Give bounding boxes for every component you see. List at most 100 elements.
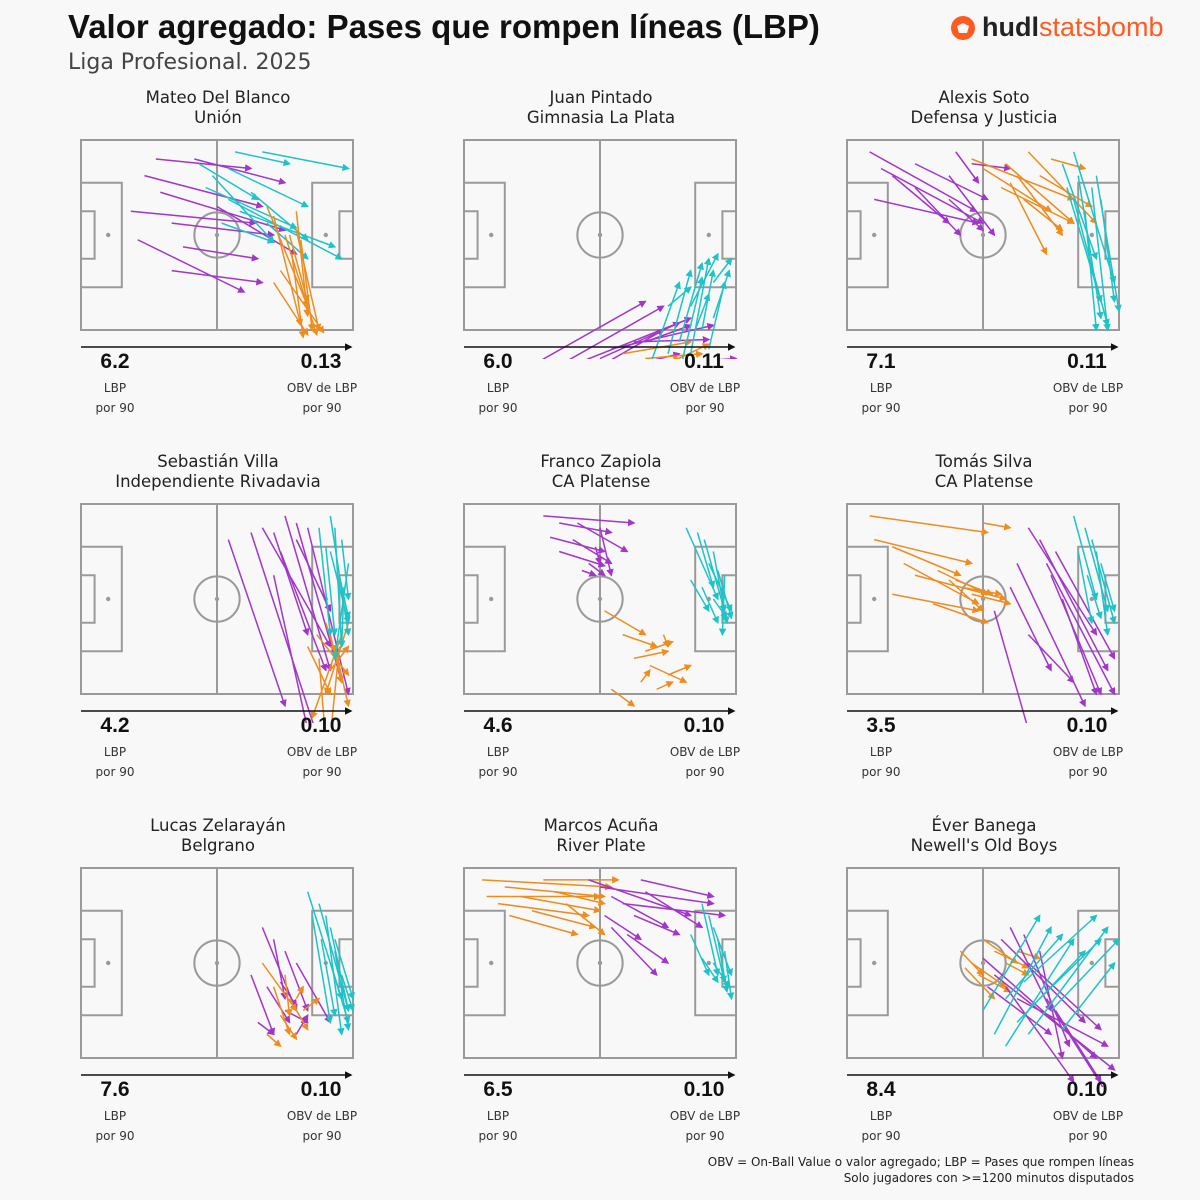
obv-label: OBV de LBP por 90 [650,1106,760,1146]
player-name: Lucas Zelarayán [150,816,286,835]
pass-arrow [1009,927,1052,1012]
pass-map-chart [846,139,1122,351]
passes [869,515,1117,723]
pitch [80,503,354,695]
player-name: Mateo Del Blanco [145,88,291,107]
lbp-label: LBP por 90 [60,742,170,782]
pass-arrow [667,286,692,307]
brand-logo: hudl statsbomb [948,10,1164,44]
lbp-label-line-1: LBP [103,745,127,759]
pass-arrow [1054,1010,1102,1084]
pass-arrow [971,593,1012,606]
pass-map-chart [463,503,737,715]
pass-arrow [1045,563,1116,696]
statsbomb-logo-icon [951,16,975,40]
obv-lbp-per90-value: 0.10 [683,1078,725,1101]
pass-arrow [318,527,334,637]
pass-arrow [1045,998,1104,1087]
pass-arrow [279,1014,298,1041]
pass-arrow [554,891,606,906]
pass-arrow [982,522,1012,531]
obv-lbp-per90-value: 0.11 [684,350,724,373]
obv-label: OBV de LBP por 90 [267,1106,377,1146]
obv-label-line-2: por 90 [685,765,725,779]
pass-arrow [964,967,996,1000]
pass-arrow [978,974,1012,993]
center-circle [576,939,624,987]
pass-arrow [611,322,715,350]
pitch [846,867,1120,1059]
pass-arrow [541,300,647,359]
lbp-label-line-1: LBP [103,1109,127,1123]
left-six-yard-box [80,210,96,260]
passes [130,151,350,339]
pass-arrow [701,586,719,625]
pass-arrow [325,546,338,637]
pass-arrow [1023,934,1071,1048]
pass-arrow [993,926,1052,1035]
pass-arrow [171,269,264,286]
pass-arrow [295,962,332,1024]
player-name: Juan Pintado [549,88,653,107]
lbp-label-line-1: LBP [869,1109,893,1123]
lbp-label-line-2: por 90 [478,765,518,779]
left-penalty-spot [106,232,111,238]
pass-arrow [1027,634,1075,684]
player-panel: Mateo Del Blanco Unión 6.2 0.13 LBP por 90 OBV… [80,88,361,448]
pass-arrow [701,903,721,977]
pass-arrow [987,986,1053,1036]
pass-arrow [675,343,711,359]
pass-arrow [482,879,613,891]
obv-label-line-2: por 90 [1068,401,1108,415]
lbp-per90-value: 3.5 [866,714,896,737]
pass-arrow [504,886,607,900]
pass-map-chart [463,867,737,1079]
pass-arrow [1072,151,1117,284]
pass-arrow [284,950,310,1012]
pass-arrow [155,158,253,172]
pass-arrow [696,532,716,589]
left-penalty-spot [489,232,494,238]
left-penalty-box [463,181,506,289]
pass-arrow [1072,515,1099,601]
pass-map-chart [846,503,1120,723]
lbp-label: LBP por 90 [826,742,936,782]
passes [250,891,355,1048]
pass-arrow [869,151,978,212]
right-six-yard-box [721,210,737,260]
lbp-label: LBP por 90 [443,378,553,418]
pass-arrow [1050,574,1103,696]
pass-arrow [565,903,606,936]
pass-arrow [318,903,351,1012]
pass-arrow [689,934,710,977]
pass-arrow [1061,961,1116,1030]
lbp-label-line-2: por 90 [861,1129,901,1143]
pass-arrow [599,886,715,907]
pass-arrow [262,151,350,172]
left-penalty-spot [872,960,877,966]
obv-lbp-per90-value: 0.11 [1067,350,1107,373]
center-spot [214,232,220,238]
pass-arrow [914,186,962,237]
pass-arrow [329,551,351,625]
pass-arrow [228,167,310,208]
obv-label: OBV de LBP por 90 [650,742,760,782]
pass-arrow [633,648,670,660]
pass-arrow [257,1021,275,1036]
footnote: OBV = On-Ball Value o valor agregado; LB… [708,1154,1134,1186]
pass-map-chart [80,867,355,1079]
pass-map-chart [463,139,738,359]
pass-arrow [261,962,298,1012]
pass-arrow [272,532,310,637]
right-penalty-spot [1089,232,1094,238]
obv-label: OBV de LBP por 90 [650,378,760,418]
passes [482,876,735,1001]
obv-label-line-1: OBV de LBP [669,745,741,759]
lbp-per90-value: 8.4 [866,1078,896,1101]
player-name: Éver Banega [931,816,1037,835]
pass-arrow [610,688,636,707]
center-spot [597,232,603,238]
lbp-per90-value: 6.2 [100,350,130,373]
player-team: Independiente Rivadavia [115,472,321,491]
player-name: Franco Zapiola [540,452,662,471]
